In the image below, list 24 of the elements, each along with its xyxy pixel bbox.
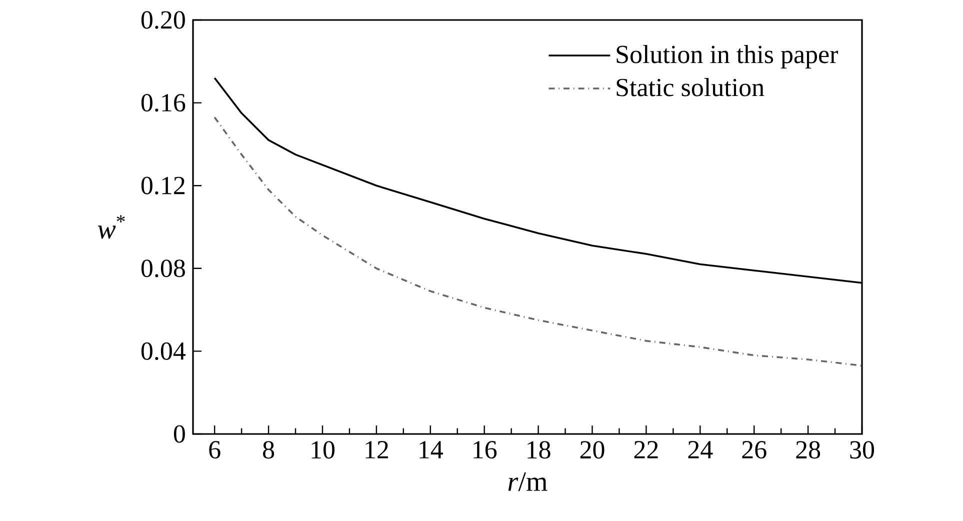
x-tick-label: 24: [688, 441, 713, 458]
x-tick-label: 8: [263, 441, 274, 459]
legend-label: Static solution: [616, 78, 764, 96]
x-tick-label: 16: [474, 441, 497, 459]
x-tick-label: 22: [634, 441, 658, 458]
y-tick-label: 0.16: [141, 94, 186, 112]
x-tick-label: 18: [528, 441, 550, 459]
x-tick-label: 6: [209, 441, 220, 459]
x-tick-label: 28: [796, 441, 820, 459]
y-tick-label: 0.20: [141, 11, 185, 29]
x-tick-label: 12: [366, 441, 388, 458]
x-tick-label: 30: [850, 441, 874, 459]
x-tick-label: 14: [420, 441, 443, 458]
y-tick-label: 0: [174, 425, 185, 443]
x-tick-label: 10: [312, 441, 335, 459]
y-tick-label: 0.04: [141, 342, 186, 360]
y-tick-label: 0.08: [141, 260, 185, 278]
x-axis-title: r/m: [508, 472, 548, 492]
legend-label: Solution in this paper: [616, 44, 838, 69]
y-tick-label: 0.12: [141, 176, 185, 194]
line-series: [214, 116, 863, 367]
y-axis-title: w$^{*}$: [98, 215, 125, 239]
x-tick-label: 20: [580, 441, 604, 459]
x-tick-label: 26: [742, 441, 766, 459]
